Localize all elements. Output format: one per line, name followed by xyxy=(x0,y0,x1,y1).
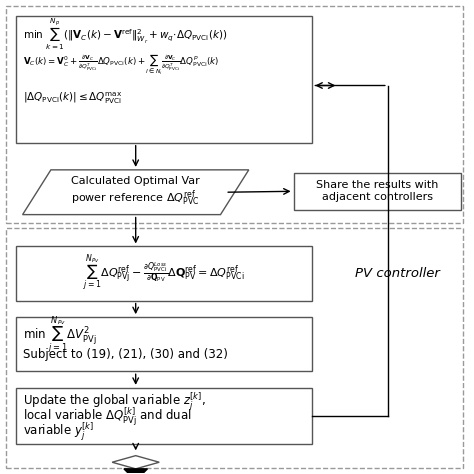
Polygon shape xyxy=(124,469,147,474)
Text: min $\sum_{j=1}^{N_{Pv}}\Delta V^2_{\mathrm{PVj}}$: min $\sum_{j=1}^{N_{Pv}}\Delta V^2_{\mat… xyxy=(23,314,96,356)
FancyBboxPatch shape xyxy=(293,173,461,210)
Text: $|\Delta Q_{\mathrm{PVCi}}(k)|\leq\Delta Q_{\mathrm{PVCi}}^{\max}$: $|\Delta Q_{\mathrm{PVCi}}(k)|\leq\Delta… xyxy=(23,90,122,106)
Text: local variable $\Delta Q^{[k]}_{\mathrm{PVj}}$ and dual: local variable $\Delta Q^{[k]}_{\mathrm{… xyxy=(23,406,191,428)
Text: variable $y_j^{[k]}$: variable $y_j^{[k]}$ xyxy=(23,421,94,443)
Text: $\sum_{j=1}^{N_{Pv}}\Delta Q^{\mathrm{ref}}_{\mathrm{PVj}}-\frac{\partial Q^{\ma: $\sum_{j=1}^{N_{Pv}}\Delta Q^{\mathrm{re… xyxy=(83,253,245,294)
FancyBboxPatch shape xyxy=(16,388,312,444)
Polygon shape xyxy=(112,456,159,469)
FancyBboxPatch shape xyxy=(16,246,312,301)
Text: Share the results with
adjacent controllers: Share the results with adjacent controll… xyxy=(316,181,438,202)
Text: Subject to (19), (21), (30) and (32): Subject to (19), (21), (30) and (32) xyxy=(23,348,228,361)
FancyBboxPatch shape xyxy=(16,16,312,143)
Text: $\mathbf{V}_C(k)=\mathbf{V}_C^0+\frac{\partial\mathbf{V}_C}{\partial Q_{\mathrm{: $\mathbf{V}_C(k)=\mathbf{V}_C^0+\frac{\p… xyxy=(23,53,219,77)
Text: min $\sum_{k=1}^{N_p}(\|\mathbf{V}_C(k)-\mathbf{V}^{\mathrm{ref}}\|^2_{W_r}+w_q{: min $\sum_{k=1}^{N_p}(\|\mathbf{V}_C(k)-… xyxy=(23,17,227,52)
Text: Update the global variable $z_j^{[k]}$,: Update the global variable $z_j^{[k]}$, xyxy=(23,391,206,413)
Text: Calculated Optimal Var
power reference $\Delta Q^{\mathrm{ref}}_{\mathrm{PVC}}$: Calculated Optimal Var power reference $… xyxy=(71,176,200,209)
Text: PV controller: PV controller xyxy=(355,267,440,280)
Polygon shape xyxy=(23,170,249,215)
FancyBboxPatch shape xyxy=(16,317,312,371)
